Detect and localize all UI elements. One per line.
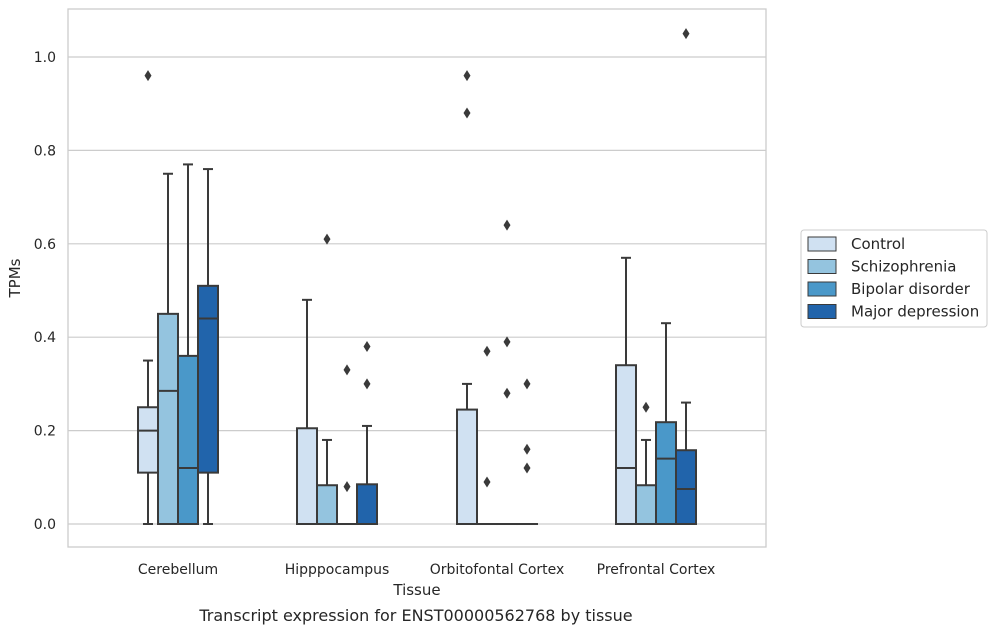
box-body: [456, 408, 478, 525]
outlier-point: [483, 345, 491, 357]
box-schizophrenia: [316, 233, 338, 526]
box-body: [197, 284, 219, 474]
x-tick-label: Prefrontal Cortex: [597, 562, 716, 578]
outlier-point: [642, 401, 650, 413]
box-major-depression: [356, 341, 378, 525]
legend-frame: [800, 229, 988, 328]
box-body: [615, 364, 637, 525]
chart-caption: Transcript expression for ENST0000056276…: [199, 606, 633, 625]
box-bipolar-disorder: [655, 322, 677, 525]
box-body: [655, 421, 677, 525]
outlier-point: [363, 341, 371, 353]
y-axis-label: TPMs: [6, 258, 24, 298]
outlier-point: [523, 462, 531, 474]
x-tick-label: Cerebellum: [138, 562, 218, 578]
outlier-point: [343, 364, 351, 376]
box-schizophrenia: [635, 401, 657, 526]
outlier-point: [523, 443, 531, 455]
box-body: [675, 449, 697, 525]
y-tick-label: 0.8: [34, 143, 56, 159]
outlier-point: [363, 378, 371, 390]
outlier-point: [503, 387, 511, 399]
outlier-point: [144, 70, 152, 82]
box-body: [157, 312, 179, 525]
box-major-depression: [197, 168, 219, 525]
outlier-point: [323, 233, 331, 245]
outlier-point: [463, 70, 471, 82]
outlier-point: [503, 219, 511, 231]
box-control: [296, 298, 318, 526]
legend-label: Control: [851, 235, 905, 253]
outlier-point: [343, 481, 351, 493]
legend-label: Bipolar disorder: [851, 280, 971, 298]
y-tick-label: 0.0: [34, 517, 56, 533]
box-bipolar-disorder: [496, 219, 518, 526]
box-major-depression: [675, 28, 697, 525]
x-axis-label: Tissue: [392, 581, 440, 599]
legend-items: Control Schizophrenia Bipolar disorder Majo…: [807, 235, 979, 321]
box-groups: [137, 28, 697, 526]
x-tick-label: Hipppocampus: [285, 562, 390, 578]
legend-label: Schizophrenia: [851, 258, 956, 276]
outlier-point: [483, 476, 491, 488]
legend: Control Schizophrenia Bipolar disorder Majo…: [800, 229, 988, 328]
legend-swatch: [807, 281, 837, 297]
plot-frame: [67, 8, 767, 548]
y-tick-labels: 0.0 0.2 0.4 0.6 0.8 1.0: [34, 50, 56, 533]
legend-swatch: [807, 236, 837, 252]
outlier-point: [523, 378, 531, 390]
box-body: [177, 354, 199, 525]
box-control: [615, 256, 637, 525]
outlier-point: [682, 28, 690, 40]
box-control: [137, 70, 159, 525]
box-body: [137, 406, 159, 474]
box-body: [316, 484, 338, 526]
box-body: [296, 427, 318, 526]
x-tick-labels: Cerebellum Hipppocampus Orbitofontal Corte…: [138, 562, 715, 578]
legend-swatch: [807, 304, 837, 319]
legend-swatch: [807, 259, 837, 274]
y-tick-label: 0.4: [34, 330, 56, 346]
box-body: [356, 483, 378, 525]
y-tick-label: 0.6: [34, 237, 56, 253]
outlier-point: [503, 336, 511, 348]
box-control: [456, 70, 478, 525]
box-bipolar-disorder: [177, 163, 199, 525]
box-bipolar-disorder: [336, 364, 358, 526]
box-schizophrenia: [476, 345, 498, 526]
outlier-point: [463, 107, 471, 119]
y-tick-label: 1.0: [34, 50, 56, 66]
box-body: [635, 484, 657, 526]
box-major-depression: [516, 378, 538, 526]
x-tick-label: Orbitofontal Cortex: [430, 562, 565, 578]
box-schizophrenia: [157, 172, 179, 525]
legend-label: Major depression: [851, 303, 979, 321]
y-tick-label: 0.2: [34, 424, 56, 440]
